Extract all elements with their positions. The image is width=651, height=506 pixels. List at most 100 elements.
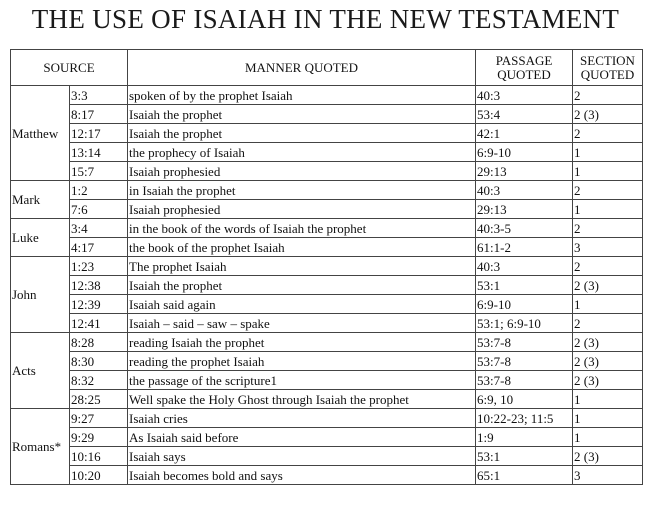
manner-cell: spoken of by the prophet Isaiah [127, 85, 476, 105]
section-cell: 1 [572, 161, 643, 181]
passage-cell: 53:1 [475, 275, 573, 295]
section-cell: 2 (3) [572, 446, 643, 466]
passage-cell: 53:1 [475, 446, 573, 466]
table-row: Acts 8:28 reading Isaiah the prophet 53:7-8… [10, 332, 643, 409]
passage-cell: 40:3 [475, 256, 573, 276]
header-passage: PASSAGE QUOTED [475, 49, 573, 86]
manner-cell: Isaiah the prophet [127, 275, 476, 295]
reference-cell: 1:23 [69, 256, 128, 276]
manner-cell: Isaiah – said – saw – spake [127, 313, 476, 333]
page-title: THE USE OF ISAIAH IN THE NEW TESTAMENT [31, 4, 620, 34]
reference-cell: 8:32 [69, 370, 128, 390]
table-row: 12:41 Isaiah – said – saw – spake 53:1; 6:… [11, 313, 643, 333]
reference-cell: 7:6 [69, 199, 128, 219]
header-passage-line1: PASSAGE [495, 52, 553, 68]
header-section-line1: SECTION [580, 52, 635, 68]
table-row: 12:39 Isaiah said again 6:9-10 1 [11, 294, 643, 314]
section-cell: 2 [572, 313, 643, 333]
table-row: 28:25 Well spake the Holy Ghost through I… [11, 389, 643, 409]
reference-cell: 3:3 [69, 85, 128, 105]
table-row: 15:7 Isaiah prophesied 29:13 1 [11, 161, 643, 181]
table-row: 8:32 the passage of the scripture1 53:7-8 2… [11, 370, 643, 390]
reference-cell: 8:28 [69, 332, 128, 352]
header-manner: MANNER QUOTED [127, 49, 476, 86]
passage-cell: 53:4 [475, 104, 573, 124]
section-cell: 2 (3) [572, 104, 643, 124]
table-row: Luke 3:4 in the book of the words of Isaia… [10, 218, 643, 257]
reference-cell: 15:7 [69, 161, 128, 181]
book-cell: Mark [10, 180, 70, 219]
passage-cell: 61:1-2 [475, 237, 573, 257]
manner-cell: Isaiah prophesied [127, 161, 476, 181]
manner-cell: the passage of the scripture1 [127, 370, 476, 390]
manner-cell: the book of the prophet Isaiah [127, 237, 476, 257]
manner-cell: Isaiah says [127, 446, 476, 466]
passage-cell: 53:7-8 [475, 351, 573, 371]
manner-cell: reading Isaiah the prophet [127, 332, 476, 352]
reference-cell: 9:27 [69, 408, 128, 428]
section-cell: 2 (3) [572, 351, 643, 371]
manner-cell: reading the prophet Isaiah [127, 351, 476, 371]
table-row: John 1:23 The prophet Isaiah 40:3 2 [10, 256, 643, 333]
passage-cell: 40:3-5 [475, 218, 573, 238]
header-section-line2: QUOTED [580, 66, 635, 82]
book-cell: John [10, 256, 70, 333]
reference-cell: 4:17 [69, 237, 128, 257]
section-cell: 2 (3) [572, 275, 643, 295]
reference-cell: 1:2 [69, 180, 128, 200]
section-cell: 2 (3) [572, 332, 643, 352]
table-row: Mark 1:2 in Isaiah the prophet 40:3 2 [10, 180, 643, 219]
section-cell: 2 [572, 123, 643, 143]
manner-cell: Isaiah prophesied [127, 199, 476, 219]
passage-cell: 6:9, 10 [475, 389, 573, 409]
passage-cell: 65:1 [475, 465, 573, 485]
manner-cell: Isaiah said again [127, 294, 476, 314]
manner-cell: As Isaiah said before [127, 427, 476, 447]
header-section: SECTION QUOTED [572, 49, 643, 86]
reference-cell: 12:17 [69, 123, 128, 143]
table-row: 9:29 As Isaiah said before 1:9 1 [11, 427, 643, 447]
manner-cell: the prophecy of Isaiah [127, 142, 476, 162]
passage-cell: 53:7-8 [475, 370, 573, 390]
manner-cell: The prophet Isaiah [127, 256, 476, 276]
section-cell: 1 [572, 408, 643, 428]
table-row: 7:6 Isaiah prophesied 29:13 1 [11, 199, 643, 219]
passage-cell: 29:13 [475, 161, 573, 181]
table-row: 13:14 the prophecy of Isaiah 6:9-10 1 [11, 142, 643, 162]
reference-cell: 12:41 [69, 313, 128, 333]
isaiah-quotations-table: SOURCE MANNER QUOTED PASSAGE QUOTED SECTI… [10, 49, 643, 485]
reference-cell: 28:25 [69, 389, 128, 409]
section-cell: 2 [572, 256, 643, 276]
book-cell: Romans* [10, 408, 70, 485]
section-cell: 3 [572, 237, 643, 257]
header-row: SOURCE MANNER QUOTED PASSAGE QUOTED SECTI… [10, 49, 643, 86]
section-cell: 1 [572, 294, 643, 314]
manner-cell: Isaiah becomes bold and says [127, 465, 476, 485]
reference-cell: 8:30 [69, 351, 128, 371]
passage-cell: 10:22-23; 11:5 [475, 408, 573, 428]
passage-cell: 6:9-10 [475, 294, 573, 314]
section-cell: 1 [572, 427, 643, 447]
header-source: SOURCE [10, 49, 128, 86]
reference-cell: 8:17 [69, 104, 128, 124]
table-row: 4:17 the book of the prophet Isaiah 61:1-2… [11, 237, 643, 257]
reference-cell: 12:39 [69, 294, 128, 314]
section-cell: 2 [572, 180, 643, 200]
table-row: Romans* 9:27 Isaiah cries 10:22-23; 11:5 1 [10, 408, 643, 485]
table-row: 10:16 Isaiah says 53:1 2 (3) [11, 446, 643, 466]
header-passage-line2: QUOTED [497, 66, 551, 82]
book-cell: Matthew [10, 85, 70, 181]
manner-cell: in the book of the words of Isaiah the p… [127, 218, 476, 238]
table-row: 8:30 reading the prophet Isaiah 53:7-8 2 (3… [11, 351, 643, 371]
passage-cell: 1:9 [475, 427, 573, 447]
section-cell: 1 [572, 199, 643, 219]
passage-cell: 40:3 [475, 180, 573, 200]
passage-cell: 6:9-10 [475, 142, 573, 162]
manner-cell: Well spake the Holy Ghost through Isaiah… [127, 389, 476, 409]
table-row: 12:17 Isaiah the prophet 42:1 2 [11, 123, 643, 143]
table-row: 8:17 Isaiah the prophet 53:4 2 (3) [11, 104, 643, 124]
reference-cell: 3:4 [69, 218, 128, 238]
section-cell: 3 [572, 465, 643, 485]
section-cell: 2 [572, 85, 643, 105]
reference-cell: 10:16 [69, 446, 128, 466]
